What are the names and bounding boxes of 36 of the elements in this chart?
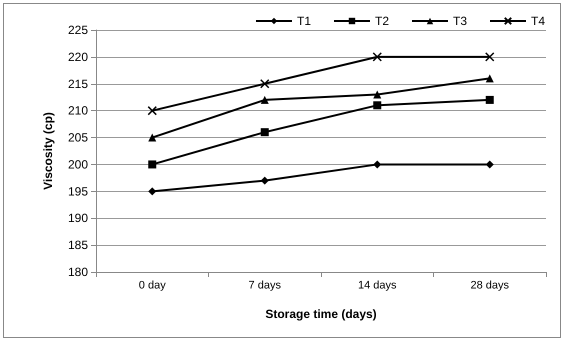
x-axis-title: Storage time (days) — [265, 307, 377, 321]
y-tick-label: 215 — [68, 76, 88, 91]
point — [486, 160, 494, 168]
x-tick-label: 0 day — [138, 280, 166, 292]
point — [373, 101, 382, 110]
x-tick-label: 28 days — [470, 280, 510, 292]
point — [260, 96, 269, 104]
y-tick-label: 185 — [68, 238, 88, 252]
x-tick-label: 14 days — [358, 280, 398, 292]
y-tick-label: 195 — [68, 184, 88, 198]
point — [486, 96, 494, 104]
point — [148, 187, 156, 196]
point — [373, 90, 382, 99]
legend-label: T2 — [374, 14, 390, 28]
point — [372, 52, 382, 62]
point — [486, 74, 494, 82]
point — [260, 128, 269, 136]
point — [485, 52, 494, 62]
y-tick-label: 220 — [68, 50, 88, 64]
y-tick-label: 225 — [68, 23, 88, 37]
legend-label: T3 — [452, 14, 468, 28]
point — [148, 160, 156, 168]
legend-label: T1 — [296, 14, 312, 28]
y-tick-label: 205 — [68, 130, 88, 145]
point — [260, 79, 270, 89]
point — [373, 160, 382, 168]
point — [148, 134, 156, 142]
point — [260, 176, 269, 185]
y-tick-label: 200 — [68, 157, 88, 172]
point — [148, 106, 157, 116]
y-tick-label: 210 — [68, 104, 88, 118]
y-tick-label: 190 — [68, 211, 88, 226]
y-axis-title: Viscosity (cp) — [41, 112, 55, 190]
x-tick-label: 7 days — [248, 280, 282, 292]
legend-label: T4 — [530, 14, 546, 28]
y-tick-label: 180 — [68, 265, 88, 279]
